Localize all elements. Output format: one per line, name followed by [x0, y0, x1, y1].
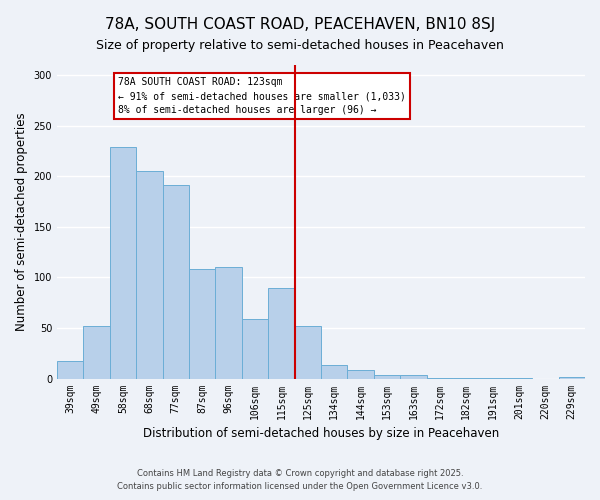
Bar	[347, 370, 374, 378]
Text: 78A, SOUTH COAST ROAD, PEACEHAVEN, BN10 8SJ: 78A, SOUTH COAST ROAD, PEACEHAVEN, BN10 …	[105, 18, 495, 32]
Bar	[110, 147, 136, 378]
Y-axis label: Number of semi-detached properties: Number of semi-detached properties	[15, 112, 28, 331]
Bar	[83, 326, 110, 378]
Bar	[268, 288, 295, 378]
Text: Size of property relative to semi-detached houses in Peacehaven: Size of property relative to semi-detach…	[96, 39, 504, 52]
Bar	[215, 268, 242, 378]
Text: Contains HM Land Registry data © Crown copyright and database right 2025.
Contai: Contains HM Land Registry data © Crown c…	[118, 470, 482, 491]
Bar	[57, 362, 83, 378]
Bar	[400, 374, 427, 378]
Bar	[163, 186, 189, 378]
Bar	[374, 374, 400, 378]
Bar	[189, 270, 215, 378]
Bar	[559, 376, 585, 378]
Bar	[136, 171, 163, 378]
Bar	[242, 319, 268, 378]
Text: 78A SOUTH COAST ROAD: 123sqm
← 91% of semi-detached houses are smaller (1,033)
8: 78A SOUTH COAST ROAD: 123sqm ← 91% of se…	[118, 77, 406, 115]
Bar	[295, 326, 321, 378]
X-axis label: Distribution of semi-detached houses by size in Peacehaven: Distribution of semi-detached houses by …	[143, 427, 499, 440]
Bar	[321, 366, 347, 378]
